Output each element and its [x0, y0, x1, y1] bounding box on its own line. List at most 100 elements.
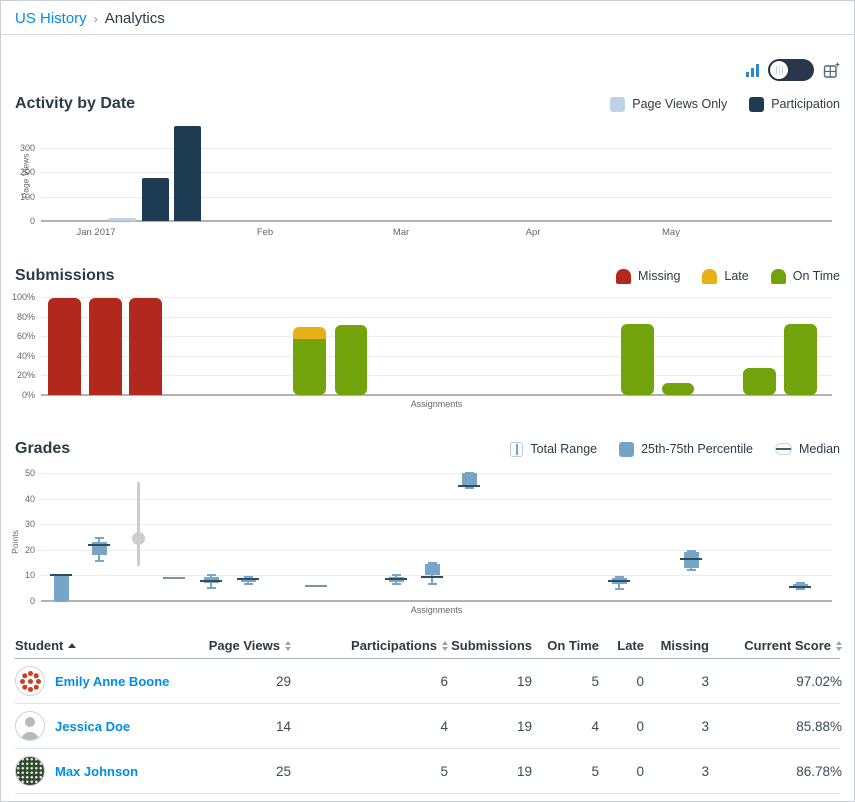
grade-range-dot[interactable]: [131, 531, 145, 545]
student-stat-cell: 0: [636, 673, 644, 689]
y-axis-tick-label: 30: [24, 519, 35, 530]
activity-legend-swatch-icon: [610, 96, 626, 112]
submissions-bar-segment[interactable]: [48, 297, 81, 395]
graph-table-toggle[interactable]: [768, 59, 814, 81]
grade-median-line[interactable]: [88, 543, 110, 546]
sortable-icon: [836, 640, 842, 651]
toggle-knob[interactable]: [770, 61, 788, 79]
gridline: [41, 336, 832, 338]
student-stat-cell: 3: [701, 673, 709, 689]
grade-median-line[interactable]: [458, 484, 480, 487]
student-name-link[interactable]: Emily Anne Boone: [55, 673, 170, 689]
column-header-current-score[interactable]: Current Score: [709, 638, 842, 653]
student-name-link[interactable]: Max Johnson: [55, 763, 139, 779]
gridline: [41, 220, 832, 222]
grade-median-line[interactable]: [680, 557, 702, 560]
student-stat-cell: 97.02%: [796, 673, 842, 689]
grade-whisker-cap: [614, 575, 624, 578]
submissions-legend-swatch-icon: [702, 268, 718, 284]
sortable-icon: [285, 640, 291, 651]
submissions-bar-segment[interactable]: [293, 339, 326, 395]
grade-median-line[interactable]: [305, 584, 327, 587]
column-header-late: Late: [599, 638, 644, 653]
grade-whisker-cap: [686, 550, 696, 553]
student-table-row: Jessica Doe 14 4 19 4 0 3 85.88%: [15, 704, 842, 749]
student-cell: Max Johnson: [15, 756, 191, 786]
x-axis-month-label: May: [662, 227, 680, 238]
submissions-bar-segment[interactable]: [335, 325, 367, 395]
gridline: [41, 549, 832, 551]
x-axis-month-label: Feb: [256, 227, 274, 238]
x-axis-month-label: Mar: [392, 227, 410, 238]
grade-percentile-box[interactable]: [424, 563, 440, 576]
column-header-participations[interactable]: Participations: [291, 638, 448, 653]
activity-chart: 0 100 200 300 Page Views Jan 2017 Feb Mar Apr May: [1, 119, 854, 238]
grade-median-line[interactable]: [789, 585, 811, 588]
submissions-bar-segment[interactable]: [293, 327, 326, 340]
grade-percentile-box[interactable]: [683, 552, 699, 568]
y-axis-tick-label: 20: [24, 544, 35, 555]
submissions-bar-segment[interactable]: [662, 383, 694, 395]
activity-bar[interactable]: [142, 178, 169, 221]
submissions-bar-segment[interactable]: [743, 367, 776, 395]
grade-median-line[interactable]: [385, 578, 407, 581]
grade-median-line[interactable]: [421, 575, 443, 578]
grade-median-line[interactable]: [163, 576, 185, 579]
breadcrumb-separator-icon: ›: [93, 11, 98, 26]
grade-whisker-cap: [56, 600, 66, 602]
gridline: [41, 355, 832, 357]
column-header-label: Student: [15, 638, 64, 653]
student-stat-cell: 19: [516, 673, 532, 689]
grade-median-line[interactable]: [237, 578, 259, 581]
student-stat-cell: 6: [440, 673, 448, 689]
submissions-section-title: Submissions: [15, 267, 115, 284]
y-axis-tick-label: 50: [24, 468, 35, 478]
gridline: [41, 524, 832, 526]
column-header-label: Current Score: [744, 638, 831, 653]
y-axis-tick-label: 40: [24, 493, 35, 504]
submissions-legend-label: Missing: [638, 269, 681, 283]
submissions-legend-item: Late: [702, 268, 749, 284]
column-header-page-views[interactable]: Page Views: [191, 638, 291, 653]
gridline: [41, 297, 832, 298]
submissions-bar-segment[interactable]: [784, 324, 817, 395]
gridline: [41, 473, 832, 474]
column-header-student[interactable]: Student: [15, 638, 191, 653]
grade-median-line[interactable]: [200, 579, 222, 582]
student-stat-cell: 5: [591, 673, 599, 689]
student-table-row: Max Johnson 25 5 19 5 0 3 86.78%: [15, 749, 842, 794]
grade-percentile-box[interactable]: [461, 473, 477, 485]
student-stat-cell: 5: [440, 763, 448, 779]
grade-whisker-cap: [427, 583, 437, 586]
breadcrumb-course-link[interactable]: US History: [15, 10, 87, 27]
grade-median-line[interactable]: [50, 574, 72, 577]
student-stat-cell: 19: [516, 718, 532, 734]
submissions-legend-item: On Time: [770, 268, 840, 284]
activity-legend-swatch-icon: [749, 96, 765, 112]
header-divider: [1, 34, 854, 35]
grades-legend-label: Total Range: [530, 442, 598, 456]
grade-percentile-box[interactable]: [53, 575, 69, 601]
submissions-bar-segment[interactable]: [129, 297, 162, 395]
submissions-bar-segment[interactable]: [89, 297, 122, 395]
student-stat-cell: 4: [440, 718, 448, 734]
gridline: [41, 394, 832, 396]
gridline: [41, 196, 832, 198]
y-axis-tick-label: 300: [19, 142, 35, 153]
student-name-link[interactable]: Jessica Doe: [55, 718, 131, 734]
grade-whisker-cap: [391, 583, 401, 586]
submissions-bar-segment[interactable]: [621, 324, 654, 395]
activity-bar[interactable]: [108, 218, 136, 221]
grades-section-title: Grades: [15, 440, 71, 457]
gridline: [41, 316, 832, 318]
grades-legend-label: Median: [799, 442, 840, 456]
breadcrumb-current-page: Analytics: [104, 10, 165, 27]
median-icon: [775, 443, 792, 455]
y-axis-tick-label: 100: [19, 191, 35, 202]
grade-median-line[interactable]: [608, 579, 630, 582]
activity-section-title: Activity by Date: [15, 95, 136, 112]
y-axis-tick-label: 80%: [16, 311, 35, 322]
grade-range-line[interactable]: [136, 481, 140, 567]
activity-bar[interactable]: [174, 125, 201, 221]
